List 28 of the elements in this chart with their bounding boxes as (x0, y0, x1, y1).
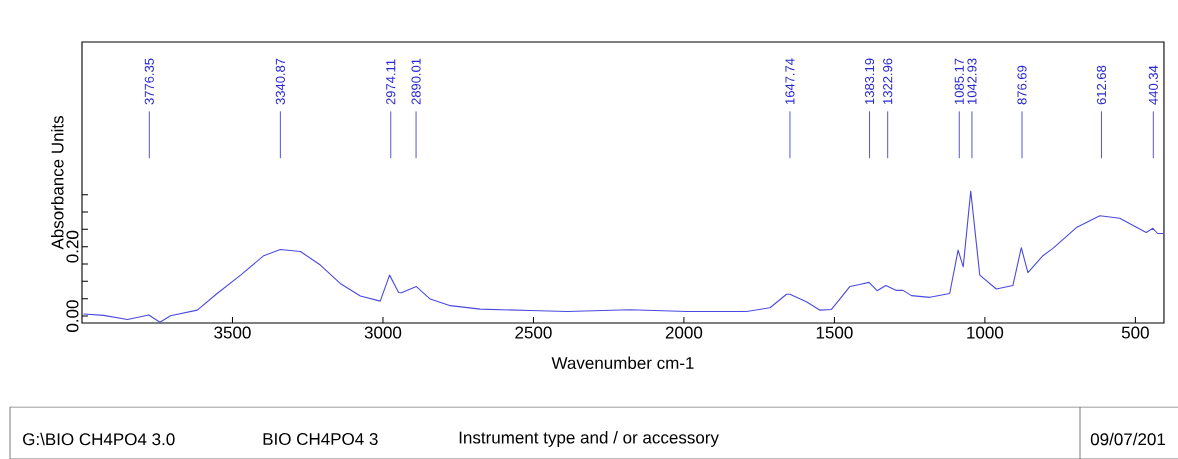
y-tick-label: 0.20 (66, 230, 79, 263)
x-tick-label: 2500 (515, 326, 552, 339)
text: G:\BIO CH4PO4 3.0 (23, 432, 175, 446)
x-tick-label: 1500 (816, 326, 853, 339)
x-axis-title: Wavenumber cm-1 (551, 356, 694, 370)
annotation: 612.68 (1096, 65, 1107, 105)
annotation: 1647.74 (785, 58, 795, 104)
annotation: 440.34 (1148, 65, 1158, 105)
x-tick-label: 3500 (214, 326, 251, 339)
x-tick-label: 1000 (967, 326, 1004, 339)
annotation: 1383.19 (864, 58, 875, 104)
annotation: 3340.87 (275, 58, 285, 105)
x-tick-label: 500 (1121, 326, 1149, 339)
y-tick-label: 0.00 (66, 300, 79, 332)
text: Instrument type and / or accessory (459, 431, 719, 447)
line-series (82, 190, 1164, 323)
x-tick-label: 2000 (665, 326, 703, 339)
annotation: 3776.35 (144, 58, 154, 105)
text: BIO CH4PO4 3 (263, 432, 378, 446)
annotation: 2890.01 (411, 58, 421, 105)
annotation: 1042.93 (967, 58, 977, 104)
annotation: 2974.11 (386, 59, 396, 105)
annotation: 876.69 (1017, 65, 1027, 105)
x-tick-label: 3000 (364, 326, 402, 339)
text: 09/07/201 (1090, 432, 1165, 446)
annotation: 1085.17 (954, 58, 964, 104)
y-axis-title: Absorbance Units (51, 116, 64, 250)
annotation: 1322.96 (883, 58, 893, 104)
